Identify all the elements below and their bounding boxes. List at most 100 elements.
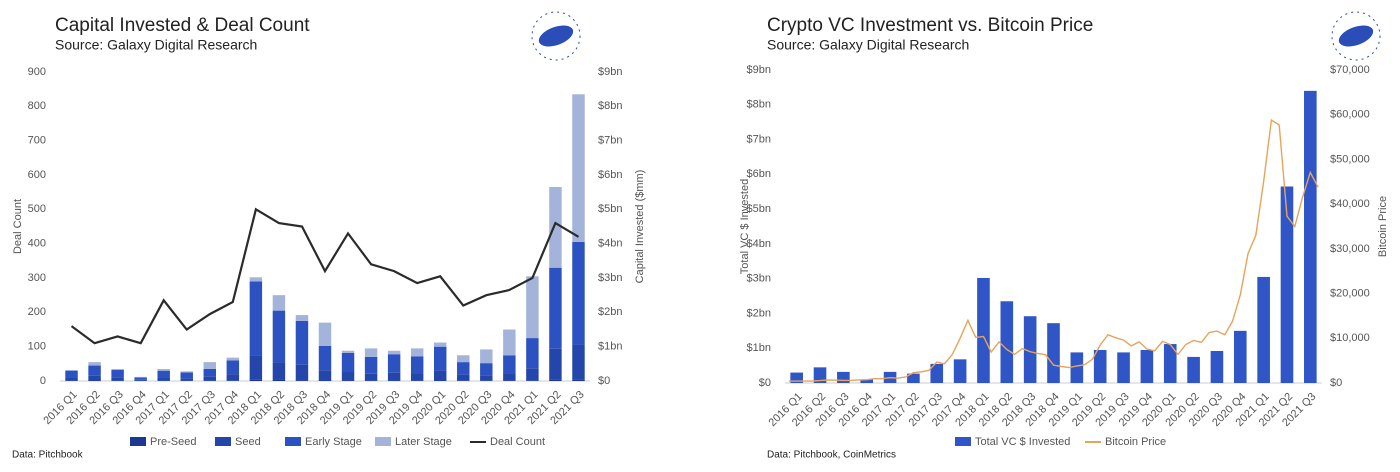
bar [1233,330,1247,383]
chart-subtitle: Source: Galaxy Digital Research [767,37,969,53]
bar [837,371,850,383]
bar [318,345,332,371]
bar [549,348,562,380]
bar [457,355,470,363]
bar [1000,301,1014,383]
bar [1187,356,1200,383]
bar [503,355,516,374]
y2-tick-label: $40,000 [1330,198,1370,210]
bar [433,342,447,347]
legend-swatch [215,437,231,446]
y2-tick-label: $0 [598,375,610,387]
y2-tick-label: $50,000 [1330,153,1370,165]
y-tick-label: $4bn [747,238,771,250]
bar [549,267,562,349]
y2-tick-label: $10,000 [1330,332,1370,344]
y-tick-label: 0 [40,375,46,387]
bar [249,281,263,356]
bar [433,346,447,371]
bar [364,356,378,374]
y-axis-label: Total VC $ Invested [739,179,751,274]
y2-tick-label: $9bn [598,66,622,78]
y-tick-label: $1bn [747,342,771,354]
bar [180,372,193,379]
bar [203,368,217,377]
bar [526,338,539,369]
bar [387,354,401,373]
bar [295,320,309,365]
bar [572,344,585,380]
y-tick-label: $2bn [747,307,771,319]
legend-label: Total VC $ Invested [975,436,1070,448]
bar [1117,352,1130,383]
chart-title: Crypto VC Investment vs. Bitcoin Price [767,15,1093,36]
bar [480,375,493,381]
bar [272,310,286,363]
bar [790,372,803,383]
bar [157,377,170,381]
bar [226,380,240,381]
bar [1023,316,1037,383]
logo-core [538,25,574,47]
y-tick-label: $7bn [747,133,771,145]
y-tick-label: $6bn [747,168,771,180]
legend-label: Pre-Seed [150,436,196,448]
bar [410,356,424,374]
y2-tick-label: $5bn [598,203,622,215]
y2-tick-label: $20,000 [1330,287,1370,299]
bar [88,380,101,381]
bar [1257,276,1270,383]
bar [88,375,101,381]
bar [249,355,263,380]
bar [88,365,101,376]
bar [295,380,309,381]
bar [134,377,147,380]
bar [410,373,424,381]
bar [526,380,539,381]
bar [433,380,447,381]
bar [249,379,263,381]
y2-axis-label: Capital Invested ($mm) [634,170,646,284]
bar [387,350,401,355]
bar [387,372,401,381]
y-tick-label: 100 [28,341,46,353]
bar [226,360,240,375]
bar [410,348,424,357]
bar [249,277,263,282]
y2-tick-label: $7bn [598,135,622,147]
bar [134,379,147,381]
bar [549,187,562,268]
bar [180,378,193,381]
y-tick-label: 300 [28,272,46,284]
bar [1280,186,1294,383]
bar [433,370,447,381]
bar [364,373,378,381]
bar [1163,344,1177,383]
bar [1047,323,1060,383]
bar [813,367,827,383]
y-tick-label: 900 [28,66,46,78]
y-tick-label: 200 [28,306,46,318]
footer: Data: Pitchbook [12,450,84,461]
bar [341,350,355,353]
bar [1093,349,1107,383]
footer: Data: Pitchbook, CoinMetrics [767,450,896,461]
bar [480,363,493,376]
bar [977,277,990,383]
bar [572,241,585,345]
chart-subtitle: Source: Galaxy Digital Research [55,37,257,53]
bar [503,329,516,356]
y-axis-label: Deal Count [12,199,24,254]
bar [1210,351,1224,383]
bar [157,368,170,371]
logo-ring [1331,11,1381,61]
y-tick-label: 800 [28,100,46,112]
bar [203,376,217,381]
bar [907,373,920,383]
bar [111,377,124,381]
bar [457,374,470,381]
y2-tick-label: $6bn [598,169,622,181]
legend-label: Early Stage [305,436,362,448]
bar [134,376,147,378]
